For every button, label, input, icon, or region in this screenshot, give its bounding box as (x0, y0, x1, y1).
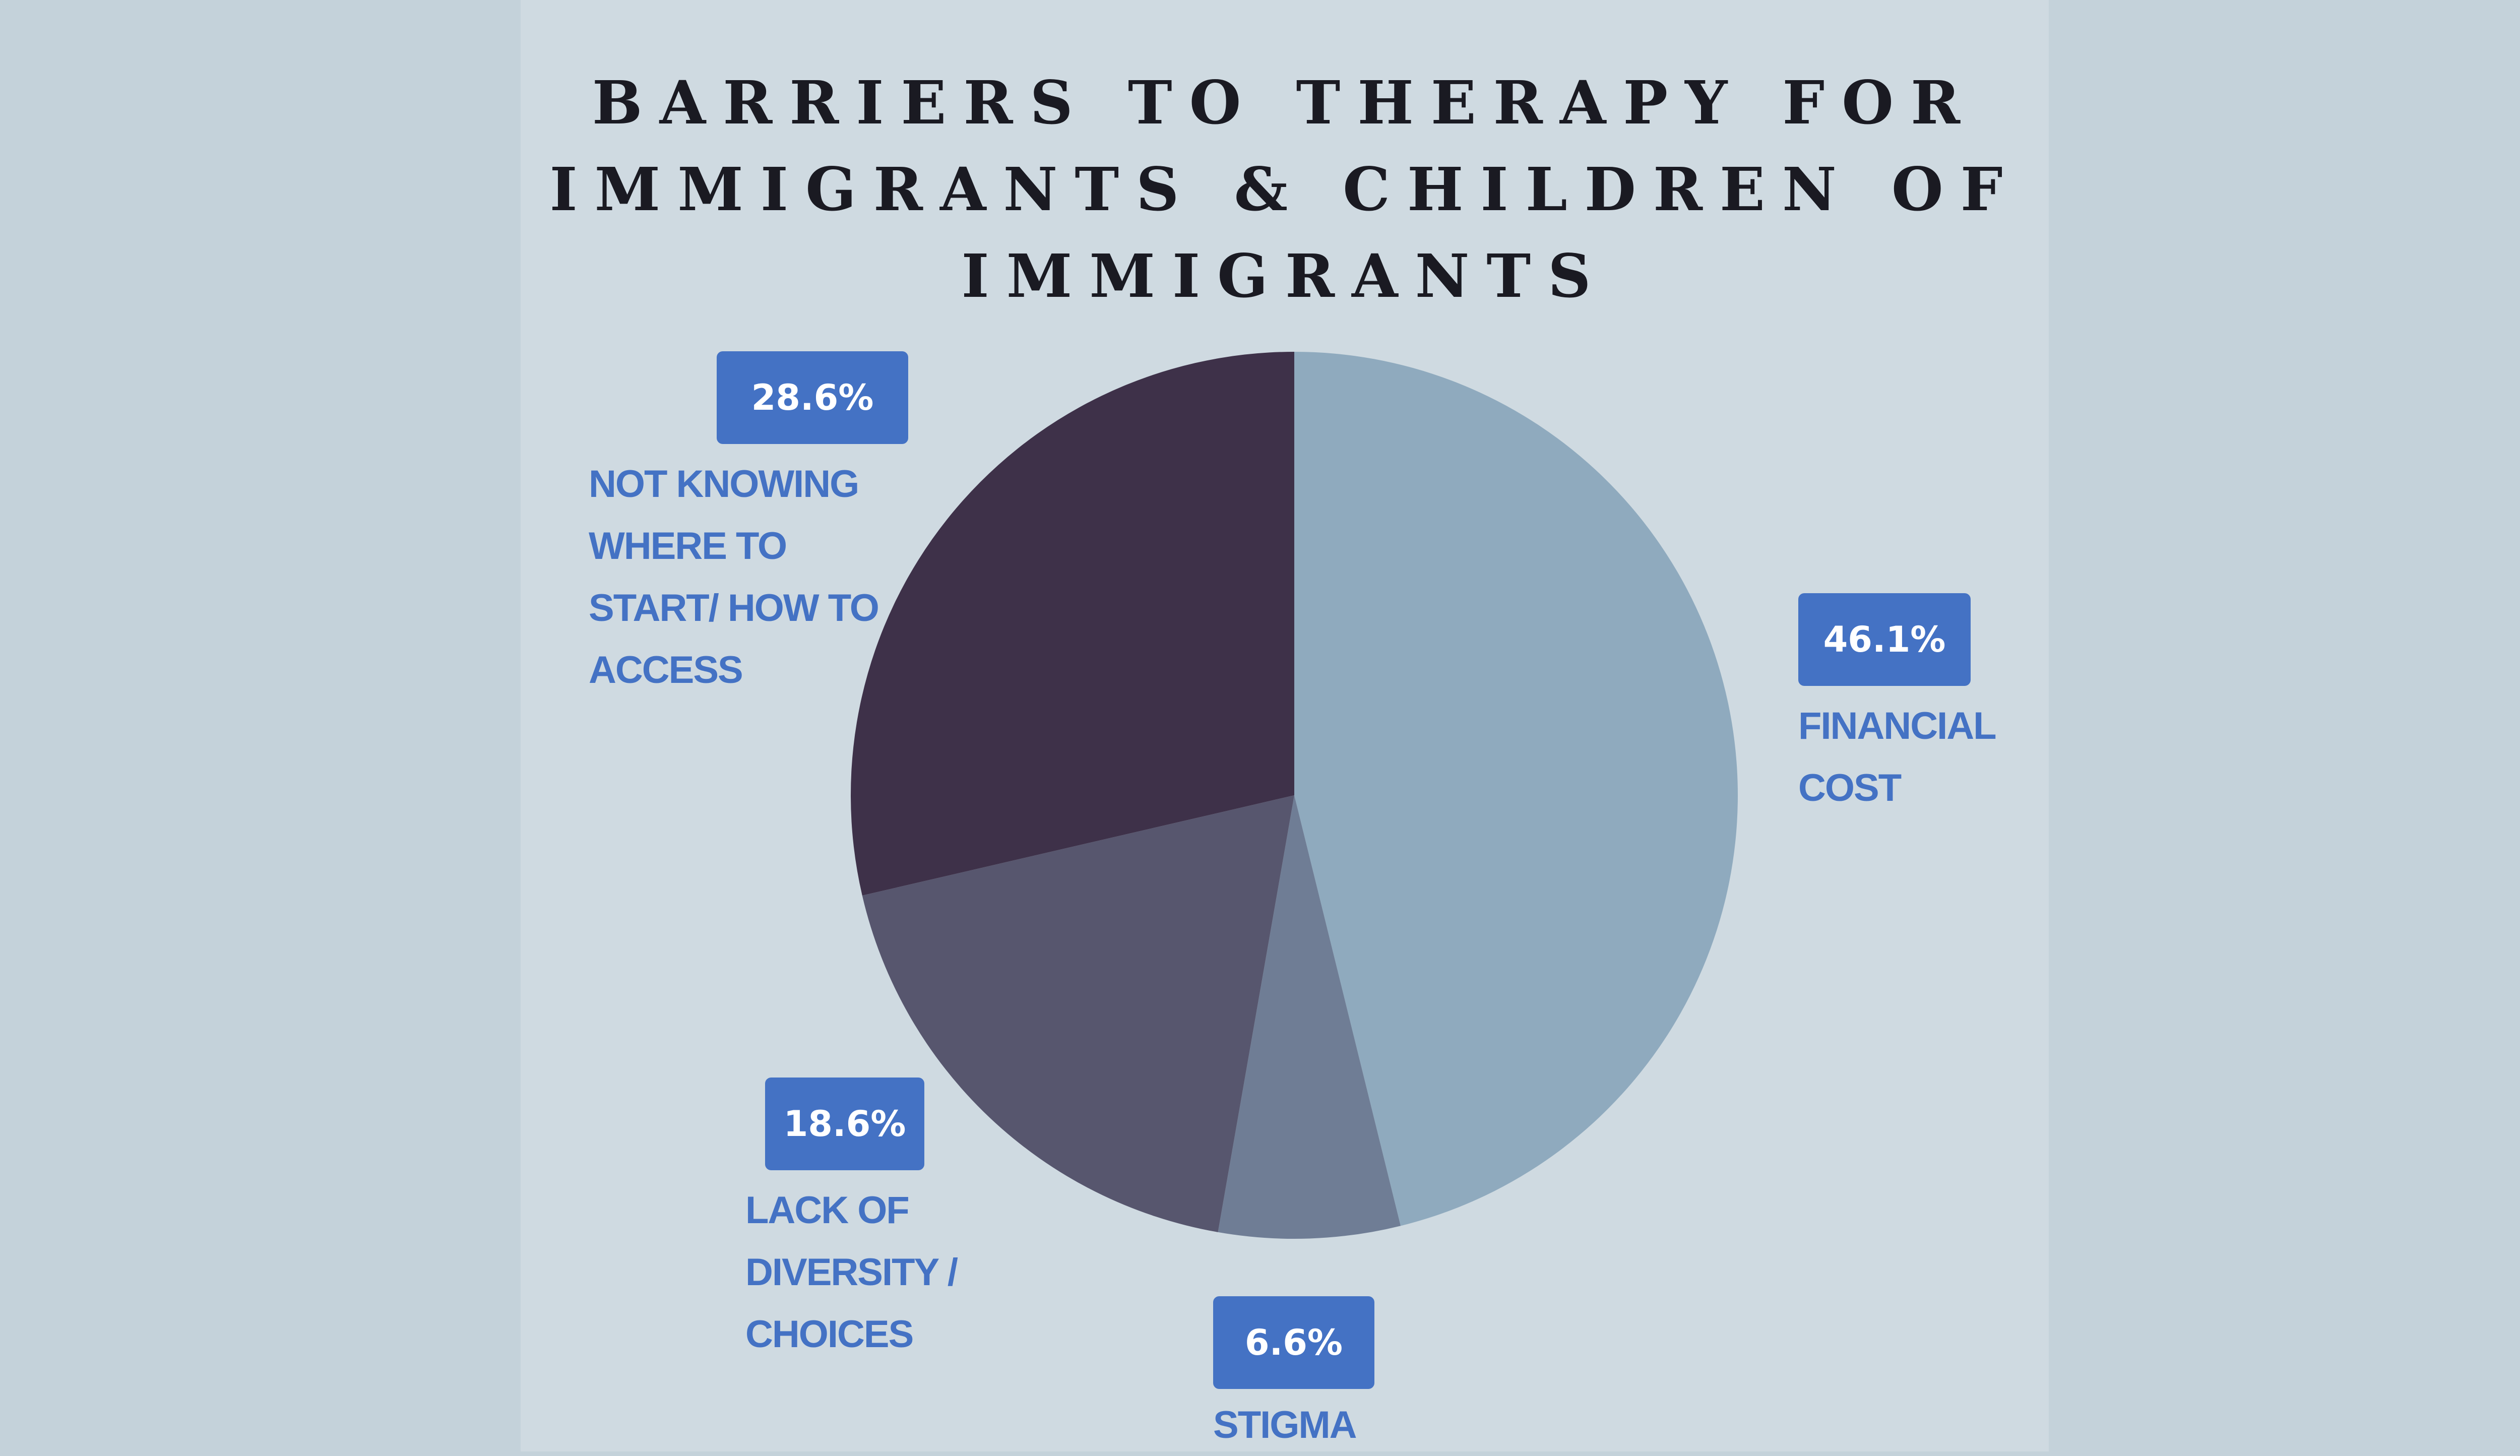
callout-lack-of-diversity: 18.6% LACK OF DIVERSITY / CHOICES (745, 1078, 958, 1365)
slice-label-line: CHOICES (745, 1313, 914, 1356)
slice-label-line: FINANCIAL (1798, 705, 1997, 747)
badge-wrap: 28.6% (589, 351, 908, 444)
slice-label: NOT KNOWING WHERE TO START/ HOW TO ACCES… (589, 453, 908, 701)
value-badge: 46.1% (1798, 593, 1971, 686)
chart-title-line: BARRIERS TO THERAPY FOR (592, 68, 1978, 138)
chart-title: BARRIERS TO THERAPY FOR IMMIGRANTS & CHI… (521, 59, 2049, 320)
slice-label-line: STIGMA (1213, 1404, 1357, 1446)
pie-slice-3 (851, 352, 1294, 896)
slice-label-line: NOT KNOWING (589, 463, 859, 505)
pie-slice-0 (1294, 352, 1738, 1226)
value-badge: 28.6% (717, 351, 908, 444)
slice-label: LACK OF DIVERSITY / CHOICES (745, 1179, 958, 1365)
callout-stigma: 6.6% STIGMA (1213, 1296, 1374, 1456)
pie-slice-1 (1218, 795, 1401, 1239)
slice-label-line: ACCESS (589, 649, 743, 691)
badge-wrap: 18.6% (745, 1078, 957, 1170)
slice-label-line: DIVERSITY / (745, 1251, 958, 1294)
pie-slice-2 (862, 795, 1294, 1232)
value-badge: 18.6% (765, 1078, 924, 1170)
callout-not-knowing: 28.6% NOT KNOWING WHERE TO START/ HOW TO… (589, 351, 908, 701)
slice-label-line: START/ HOW TO (589, 587, 879, 629)
slice-label-line: LACK OF (745, 1189, 910, 1232)
chart-title-line: IMMIGRANTS & CHILDREN OF (549, 154, 2020, 224)
slice-label-line: COST (1798, 767, 1902, 809)
pie-slices (851, 352, 1738, 1239)
callout-financial-cost: 46.1% FINANCIAL COST (1798, 593, 1997, 819)
slice-label-line: WHERE TO (589, 525, 787, 567)
value-badge: 6.6% (1213, 1296, 1374, 1389)
chart-title-line: IMMIGRANTS (961, 241, 1608, 311)
slice-label: STIGMA (1213, 1394, 1374, 1456)
slice-label: FINANCIAL COST (1798, 695, 1997, 819)
